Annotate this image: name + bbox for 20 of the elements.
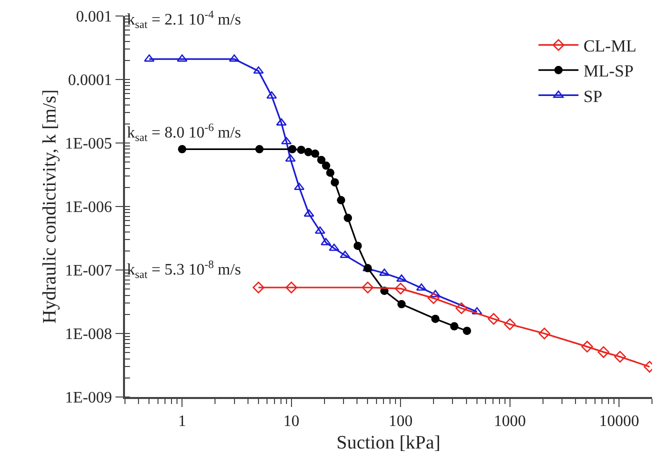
x-tick-label: 10000 (599, 412, 640, 430)
y-tick-label: 1E-008 (64, 326, 112, 344)
legend-label: SP (583, 86, 602, 106)
x-tick-label: 100 (388, 412, 413, 430)
x-tick-label: 10 (283, 412, 300, 430)
y-axis-title: Hydraulic condictivity, k [m/s] (39, 89, 60, 324)
y-tick-label: 1E-007 (64, 262, 112, 280)
y-tick-label: 1E-005 (64, 136, 112, 153)
annotation: k$_{sat}$ = 2.1 10$^{-4}$ m/s (127, 9, 241, 32)
y-tick-label: 1E-006 (64, 199, 112, 216)
x-axis-title: Suction [kPa] (336, 432, 440, 454)
annotation: k$_{sat}$ = 8.0 10$^{-6}$ m/s (127, 122, 241, 144)
legend-label: CL-ML (583, 36, 636, 56)
x-tick-label: 1 (178, 412, 186, 430)
y-tick-label: 1E-009 (64, 390, 112, 407)
x-tick-label: 1000 (494, 412, 526, 430)
annotation: k$_{sat}$ = 5.3 10$^{-8}$ m/s (127, 259, 241, 282)
y-tick-label: 0.0001 (68, 72, 112, 90)
y-tick-label: 0.001 (76, 8, 112, 26)
legend-label: ML-SP (583, 62, 634, 81)
